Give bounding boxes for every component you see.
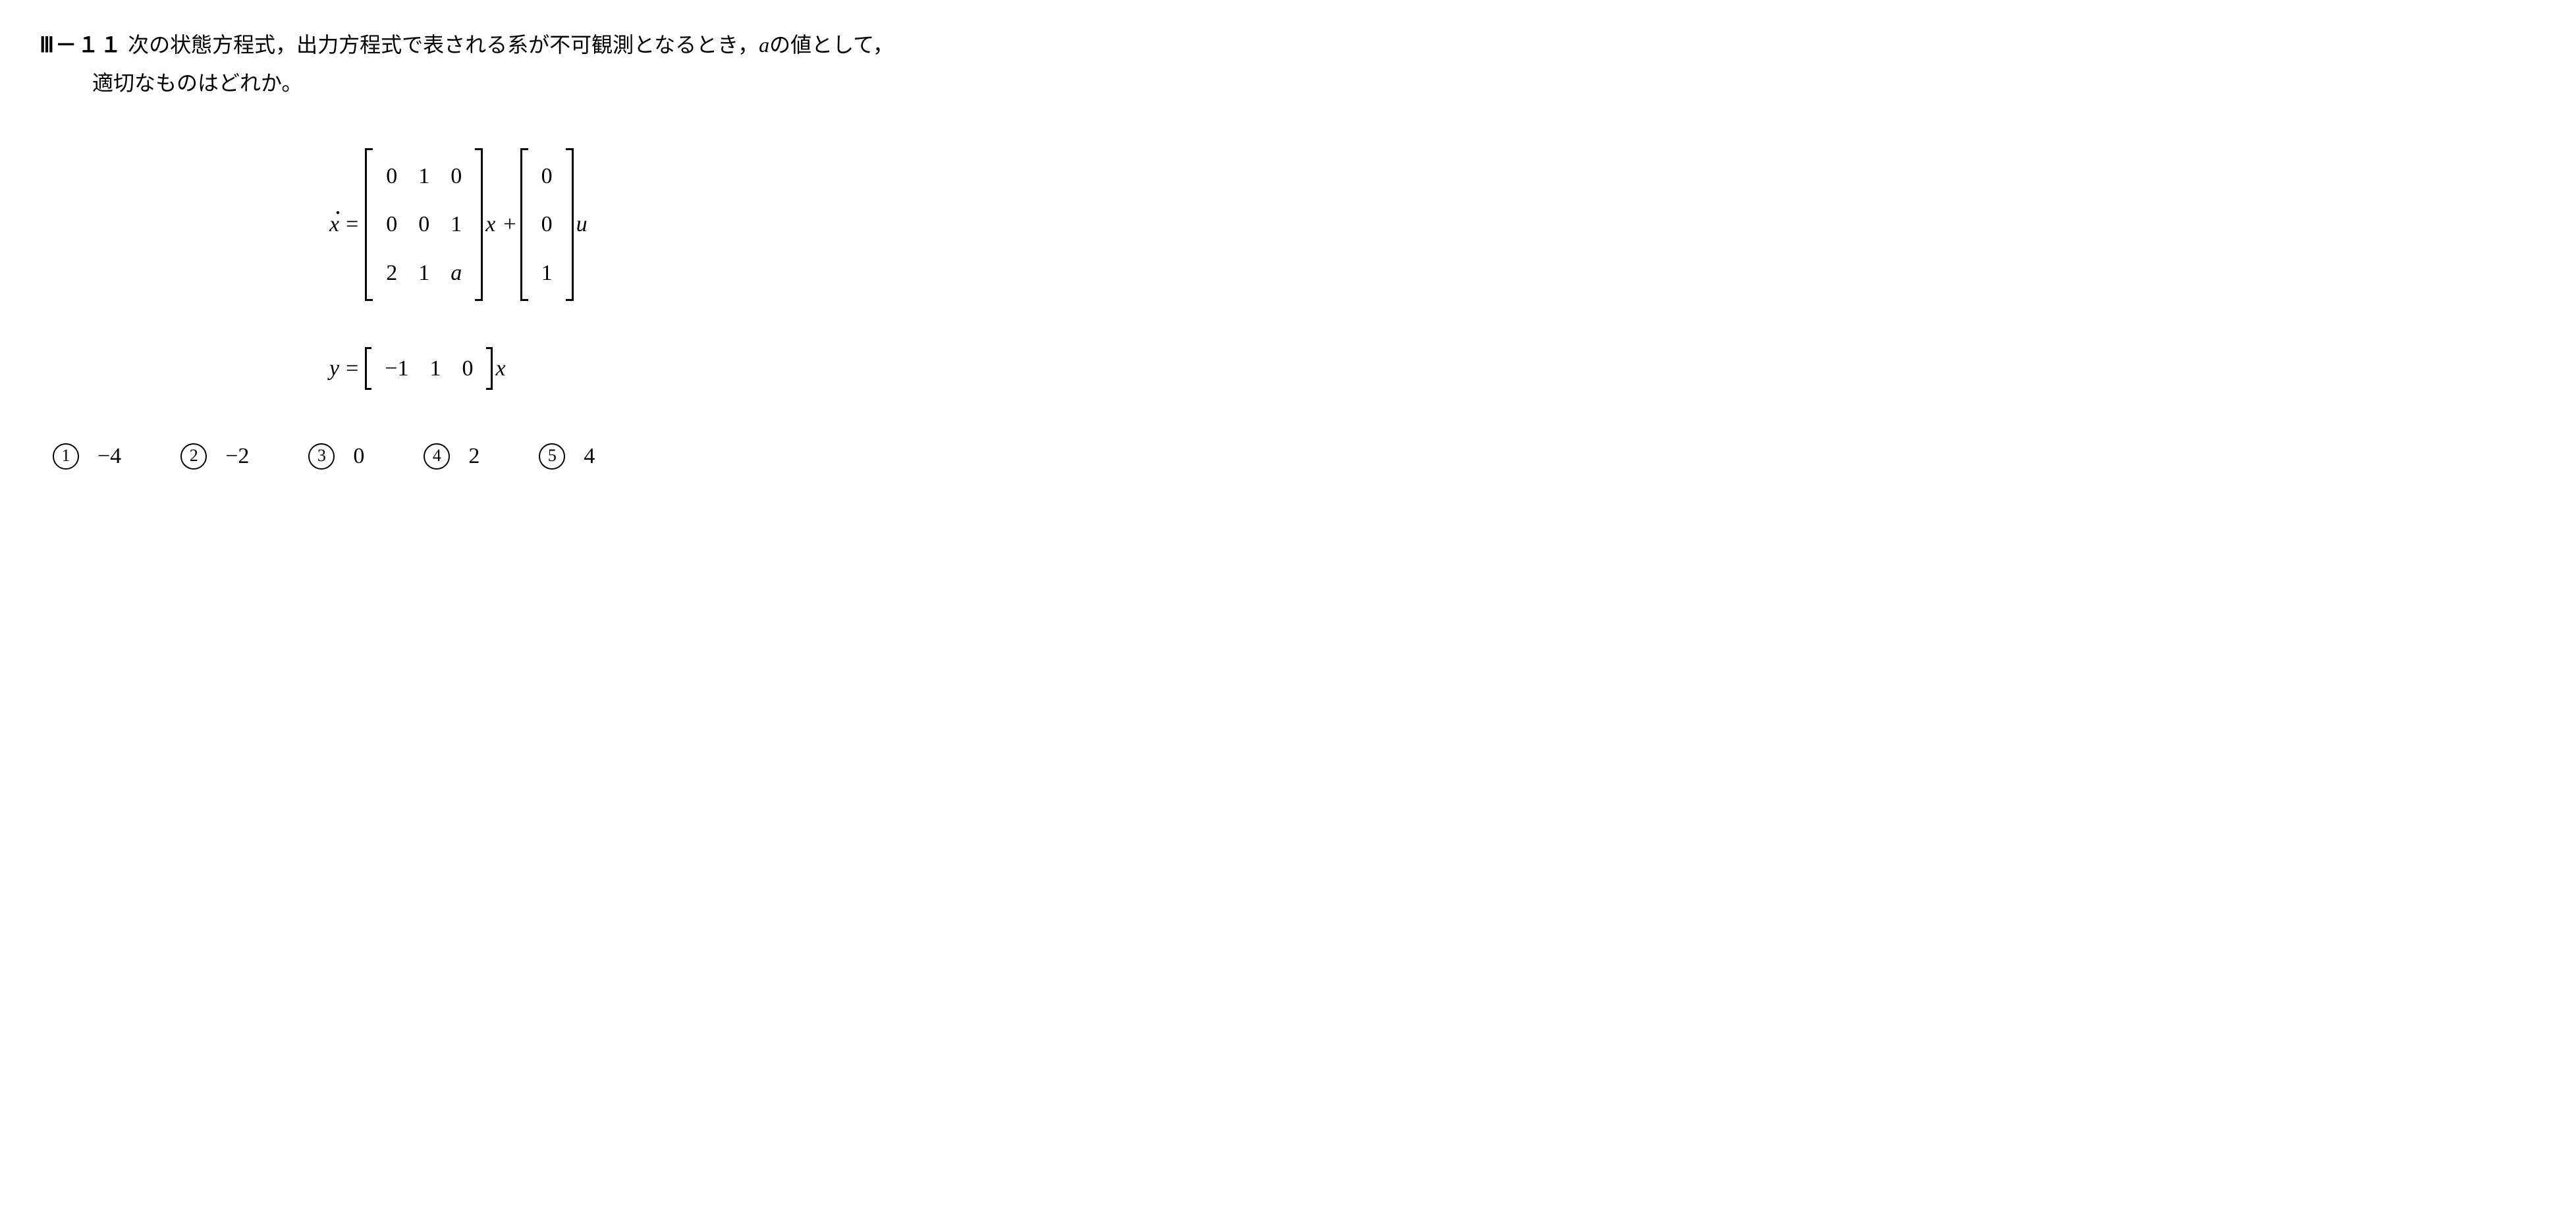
state-equation: x = 01000121a x + 001 u (329, 148, 1291, 301)
b-matrix: 001 (520, 148, 574, 301)
choice-value: 0 (353, 436, 364, 476)
choice-option[interactable]: 2 −2 (180, 436, 249, 476)
matrix-cell: 0 (375, 200, 408, 248)
y-var: y (329, 348, 339, 389)
b-matrix-body: 001 (528, 148, 566, 301)
c-matrix-body: −110 (371, 347, 486, 390)
equals-sign-1: = (346, 204, 358, 244)
bracket-left (520, 148, 528, 301)
choice-value: −4 (97, 436, 121, 476)
bracket-left (365, 148, 373, 301)
output-equation: y = −110 x (329, 347, 1291, 390)
matrix-cell: 1 (531, 249, 563, 297)
choice-value: 2 (468, 436, 480, 476)
u-var: u (576, 204, 588, 244)
matrix-cell: a (440, 249, 472, 297)
choice-option[interactable]: 54 (539, 436, 595, 476)
matrix-cell: 0 (440, 152, 472, 200)
matrix-cell: 1 (408, 249, 440, 297)
prompt-line-2: 適切なものはどれか。 (40, 65, 1291, 103)
matrix-cell: 1 (408, 152, 440, 200)
a-matrix-body: 01000121a (373, 148, 475, 301)
question-container: Ⅲ－１１ 次の状態方程式，出力方程式で表される系が不可観測となるとき，aの値とし… (40, 26, 1291, 476)
bracket-right (486, 347, 493, 390)
matrix-cell: 1 (440, 200, 472, 248)
bracket-left (365, 347, 371, 390)
matrix-cell: 0 (531, 200, 563, 248)
param-a: a (759, 33, 769, 57)
choice-number-icon: 3 (308, 443, 335, 470)
prompt-text-1-tail: の値として， (769, 33, 894, 57)
matrix-cell: 2 (375, 249, 408, 297)
matrix-cell: 0 (531, 152, 563, 200)
equations-block: x = 01000121a x + 001 u y = −110 (329, 148, 1291, 390)
matrix-cell: 1 (419, 348, 451, 389)
c-matrix: −110 (365, 347, 493, 390)
matrix-cell: 0 (451, 348, 483, 389)
question-number: Ⅲ－１１ (40, 33, 123, 57)
choices-row: 1−42−2304254 (40, 436, 1291, 476)
x-after-c: x (495, 348, 505, 389)
matrix-cell: 0 (375, 152, 408, 200)
matrix-cell: −1 (374, 348, 419, 389)
choice-number-icon: 4 (424, 443, 450, 470)
choice-number-icon: 5 (539, 443, 565, 470)
matrix-cell: 0 (408, 200, 440, 248)
choice-number-icon: 2 (180, 443, 207, 470)
question-prompt: Ⅲ－１１ 次の状態方程式，出力方程式で表される系が不可観測となるとき，aの値とし… (40, 26, 1291, 102)
choice-option[interactable]: 42 (424, 436, 480, 476)
choice-number-icon: 1 (53, 443, 79, 470)
choice-option[interactable]: 1 −4 (53, 436, 121, 476)
x-dot: x (329, 204, 339, 244)
bracket-right (566, 148, 574, 301)
a-matrix: 01000121a (365, 148, 483, 301)
plus-sign: + (503, 204, 516, 244)
choice-value: −2 (225, 436, 249, 476)
x-after-a: x (485, 204, 495, 244)
choice-option[interactable]: 30 (308, 436, 364, 476)
equals-sign-2: = (346, 348, 358, 389)
bracket-right (475, 148, 483, 301)
prompt-text-1: 次の状態方程式，出力方程式で表される系が不可観測となるとき， (128, 33, 759, 57)
prompt-line-1: Ⅲ－１１ 次の状態方程式，出力方程式で表される系が不可観測となるとき，aの値とし… (40, 26, 1291, 65)
choice-value: 4 (584, 436, 595, 476)
